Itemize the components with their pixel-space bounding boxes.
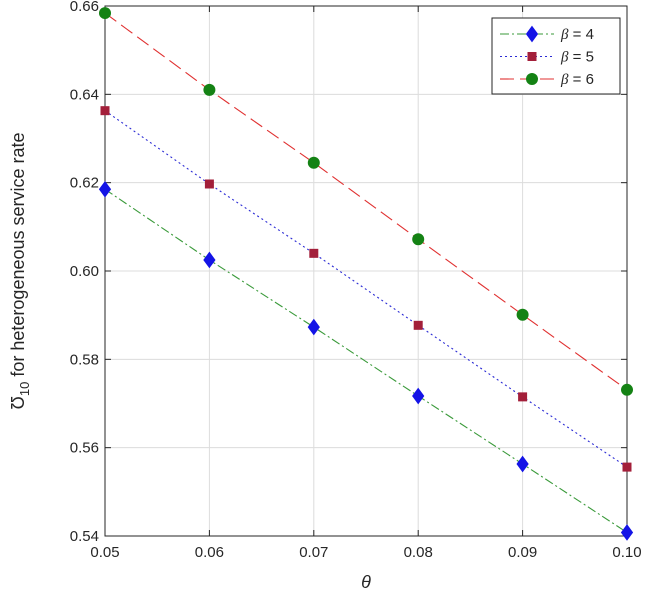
y-tick-label: 0.56: [70, 440, 99, 457]
legend-item-1: β = 4: [500, 25, 594, 43]
y-tick-label: 0.64: [70, 86, 99, 103]
legend: β = 4β = 5β = 6: [491, 17, 621, 95]
y-axis-title-symbol: Ʊ: [8, 396, 28, 409]
y-tick-label: 0.62: [70, 175, 99, 192]
data-point: [620, 524, 634, 541]
series-2: [100, 106, 632, 472]
legend-label: β = 6: [560, 71, 594, 88]
legend-marker: [527, 52, 537, 61]
series-1: [98, 180, 634, 541]
x-tick-label: 0.05: [90, 544, 119, 561]
x-tick-label: 0.10: [612, 544, 641, 561]
series-line: [104, 188, 628, 533]
data-point: [516, 455, 529, 473]
data-point: [413, 320, 423, 330]
legend-label-text: = 6: [568, 71, 593, 88]
x-tick-label: 0.06: [195, 544, 224, 561]
legend-label-symbol: β: [560, 27, 569, 43]
series-3: [99, 7, 633, 396]
legend-label: β = 5: [560, 49, 594, 66]
y-tick-label: 0.60: [70, 263, 99, 280]
series-line: [104, 110, 628, 468]
axis-ticks: 0.05 0.06 0.07 0.08 0.09 0.10 0.54 0.56 0.58 0.60…: [70, 0, 642, 561]
legend-label-text: = 4: [568, 26, 593, 43]
y-axis-title-text: for heterogeneous service rate: [8, 132, 28, 381]
legend-label-text: = 5: [568, 49, 593, 66]
x-axis-title: θ: [361, 572, 371, 592]
y-axis-title-subscript: 10: [17, 382, 32, 396]
data-point: [203, 83, 216, 96]
data-point: [100, 106, 110, 116]
data-point: [412, 387, 425, 405]
x-tick-label: 0.09: [508, 544, 537, 561]
y-tick-label: 0.54: [70, 528, 99, 545]
legend-marker: [526, 73, 538, 85]
legend-marker: [525, 25, 539, 43]
legend-item-2: β = 5: [500, 49, 594, 66]
data-point: [518, 392, 528, 402]
y-axis-title: Ʊ10 for heterogeneous service rate: [8, 132, 32, 409]
series-line: [104, 12, 628, 391]
data-point: [204, 179, 214, 189]
y-tick-label: 0.58: [70, 351, 99, 368]
data-point: [307, 156, 320, 169]
data-point: [622, 462, 632, 472]
y-tick-label: 0.66: [70, 0, 99, 15]
legend-label-symbol: β: [560, 72, 569, 88]
data-point: [307, 318, 320, 336]
data-point: [309, 248, 319, 258]
x-tick-label: 0.07: [299, 544, 328, 561]
series-layer: [98, 7, 634, 541]
data-point: [203, 251, 216, 269]
x-tick-label: 0.08: [404, 544, 433, 561]
legend-label-symbol: β: [560, 50, 569, 66]
data-point: [99, 7, 111, 20]
data-point: [98, 180, 112, 198]
data-point: [412, 233, 425, 246]
data-point: [621, 383, 633, 396]
legend-item-3: β = 6: [500, 71, 594, 88]
legend-box: [491, 17, 621, 95]
legend-label: β = 4: [560, 26, 594, 43]
data-point: [516, 308, 529, 321]
